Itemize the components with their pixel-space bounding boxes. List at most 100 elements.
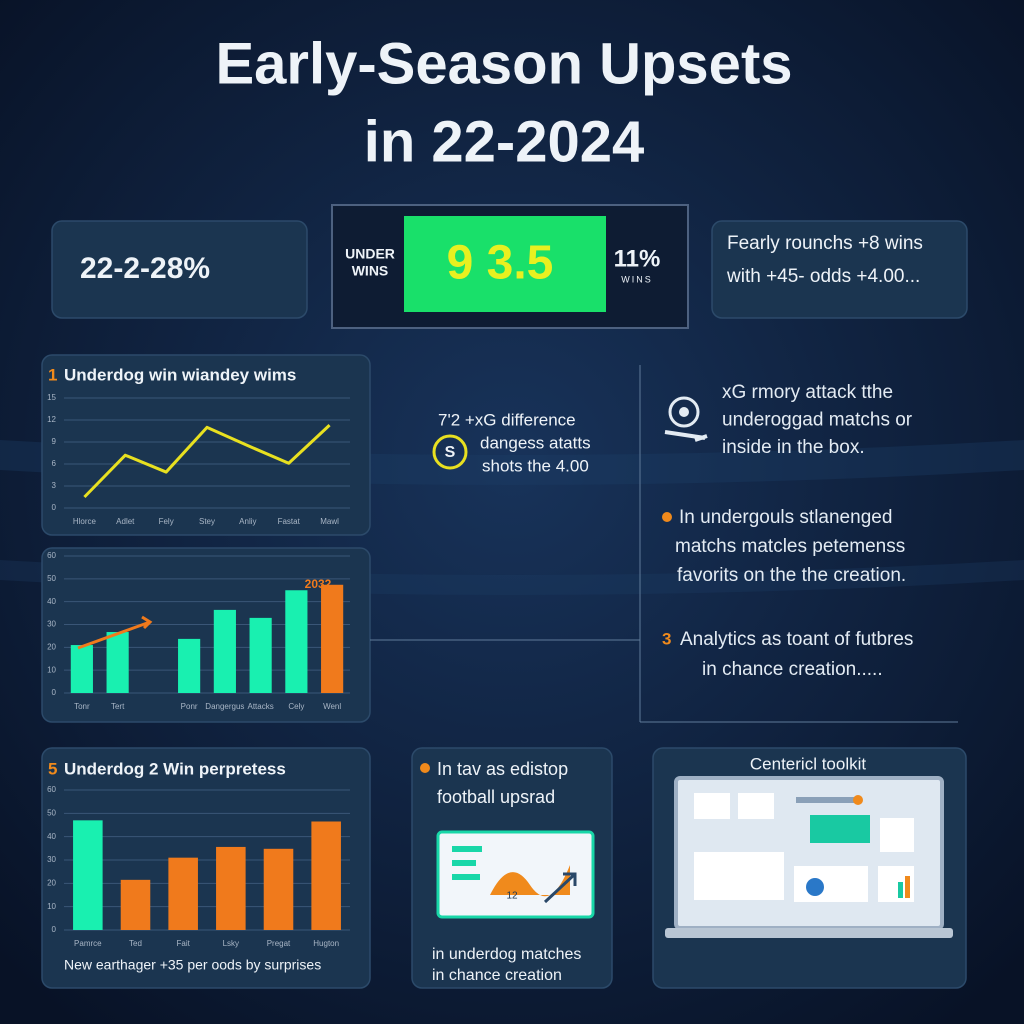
card-text: In tav as edistop [437,759,568,779]
card-footer: in underdog matches [432,946,581,963]
bar [321,584,344,693]
card-text: football upsrad [437,787,555,807]
x-tick-label: Fely [159,517,174,526]
widget [853,795,863,805]
note-text: In undergouls stlanenged [679,507,892,528]
widget [796,797,856,803]
x-tick-label: Adlet [116,517,135,526]
stat-text: Fearly rounchs +8 wins [727,233,923,254]
screen-line [452,860,476,866]
bar [168,857,198,930]
y-tick-label: 6 [52,459,57,468]
screen-arrow [543,872,577,904]
note-text: matchs matcles petemenss [675,536,905,557]
x-tick-label: Hugton [313,939,339,948]
stat-box [51,220,308,319]
bar [285,590,308,693]
x-tick-label: Dangergus [205,702,244,711]
scoreboard-screen [404,216,606,312]
bar [120,879,151,930]
x-tick-label: Tert [111,702,125,711]
scoreboard-side: 11% [614,245,661,272]
screen-line [452,874,480,880]
widget [898,882,903,898]
line [83,424,331,499]
y-tick-label: 40 [47,832,56,841]
title: in 22-2024 [364,109,645,174]
screen-art [490,865,570,897]
note-icon [668,396,700,428]
callout-text: 7'2 +xG difference [438,410,576,429]
bar [249,617,272,693]
scoreboard-label: WINS [352,263,389,279]
trend-arrow [77,615,153,650]
x-tick-label: Stey [199,517,215,526]
y-tick-label: 30 [47,855,56,864]
y-tick-label: 10 [47,902,56,911]
screen-label: 12 [506,891,518,902]
laptop-base [665,928,953,938]
bar [216,846,246,930]
note-text: favorits on the the creation. [677,565,906,586]
y-tick-label: 20 [47,878,56,887]
chart-number: 1 [48,365,57,384]
note-text: in chance creation..... [702,659,883,680]
y-tick-label: 50 [47,574,56,583]
x-tick-label: Mawl [320,517,339,526]
y-tick-label: 0 [52,925,57,934]
y-tick-label: 60 [47,785,56,794]
x-tick-label: Fastat [278,517,301,526]
note-text: xG rmory attack tthe [722,382,893,403]
callout-icon [432,434,468,470]
x-tick-label: Pregat [267,939,291,948]
x-tick-label: Ted [129,939,142,948]
x-tick-label: Pamrce [74,939,102,948]
x-tick-label: Anliy [239,517,256,526]
callout-icon-label: S [445,444,456,461]
note-icon [679,407,689,417]
x-tick-label: Fait [176,939,190,948]
y-tick-label: 0 [52,688,57,697]
y-tick-label: 3 [52,481,57,490]
chart-panel [41,547,371,723]
note-icon [664,430,708,442]
widget [806,878,824,896]
x-tick-label: Wenl [323,702,341,711]
y-tick-label: 60 [47,551,56,560]
y-tick-label: 50 [47,808,56,817]
bar [70,645,93,693]
stat-text: with +45- odds +4.00... [726,266,920,287]
annotation: 2032 [305,577,332,591]
card-footer: in chance creation [432,967,562,984]
note-text: underoggad matchs or [722,410,913,431]
y-tick-label: 15 [47,393,56,402]
widget [794,866,868,902]
y-tick-label: 10 [47,665,56,674]
widget [738,793,774,819]
note-number: 3 [662,629,671,648]
y-tick-label: 0 [52,503,57,512]
bar [178,638,201,693]
callout-text: shots the 4.00 [482,456,589,475]
scoreboard-side-sub: WINS [621,274,653,284]
chart-title: Underdog 2 Win perpretess [64,759,286,778]
y-tick-label: 30 [47,620,56,629]
x-tick-label: Attacks [248,702,274,711]
widget [880,818,914,852]
chart-footer: New earthager +35 per oods by surprises [64,957,321,973]
bar [106,632,129,693]
y-tick-label: 20 [47,642,56,651]
note-marker [662,512,672,522]
scoreboard-value: 9 3.5 [447,237,554,290]
chart-panel [41,354,371,536]
stat-value: 22-2-28% [80,252,210,285]
note-text: inside in the box. [722,437,865,458]
note-text: Analytics as toant of futbres [680,629,913,650]
widget [905,876,910,898]
stat-box [711,220,968,319]
y-tick-label: 9 [52,437,57,446]
bar [311,821,341,930]
widget [810,815,870,843]
bar [73,820,103,930]
bar [213,609,236,693]
